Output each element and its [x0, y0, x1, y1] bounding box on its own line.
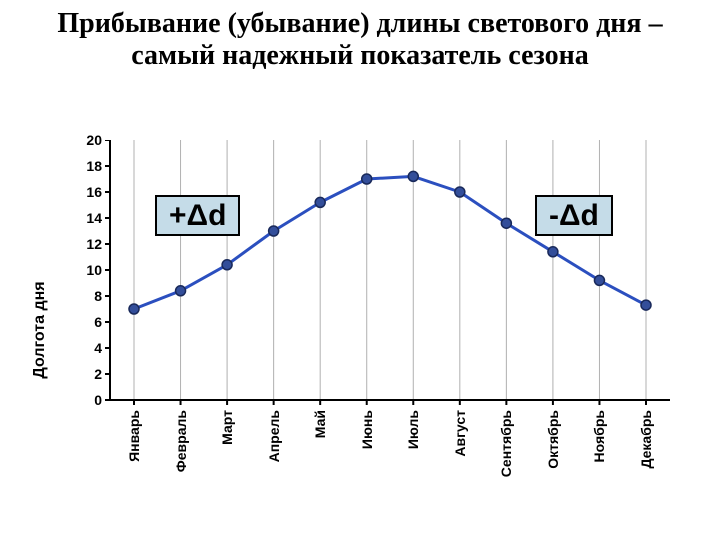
x-tick: Январь — [126, 410, 142, 462]
y-tick: 2 — [72, 366, 102, 382]
daylength-chart: Долгота дня 02468101214161820 ЯнварьФевр… — [60, 140, 680, 520]
x-tick: Апрель — [266, 410, 282, 462]
y-tick: 18 — [72, 158, 102, 174]
y-tick: 20 — [72, 132, 102, 148]
x-tick: Сентябрь — [498, 410, 514, 477]
y-tick: 12 — [72, 236, 102, 252]
y-tick: 14 — [72, 210, 102, 226]
x-tick: Октябрь — [545, 410, 561, 469]
annotation-negative-delta: -Δd — [535, 195, 613, 236]
x-tick: Декабрь — [638, 410, 654, 469]
page-title: Прибывание (убывание) длины светового дн… — [0, 0, 720, 72]
y-tick: 4 — [72, 340, 102, 356]
y-axis-label: Долгота дня — [31, 281, 49, 378]
y-tick: 16 — [72, 184, 102, 200]
x-tick: Август — [452, 410, 468, 457]
x-tick: Июль — [405, 410, 421, 449]
x-tick: Июнь — [359, 410, 375, 449]
x-tick: Февраль — [173, 410, 189, 472]
x-tick: Ноябрь — [591, 410, 607, 462]
y-tick: 6 — [72, 314, 102, 330]
annotation-positive-delta: +Δd — [155, 195, 240, 236]
y-tick: 10 — [72, 262, 102, 278]
y-tick: 0 — [72, 392, 102, 408]
page: Прибывание (убывание) длины светового дн… — [0, 0, 720, 540]
x-tick: Март — [219, 410, 235, 445]
y-tick: 8 — [72, 288, 102, 304]
x-tick: Май — [312, 410, 328, 438]
